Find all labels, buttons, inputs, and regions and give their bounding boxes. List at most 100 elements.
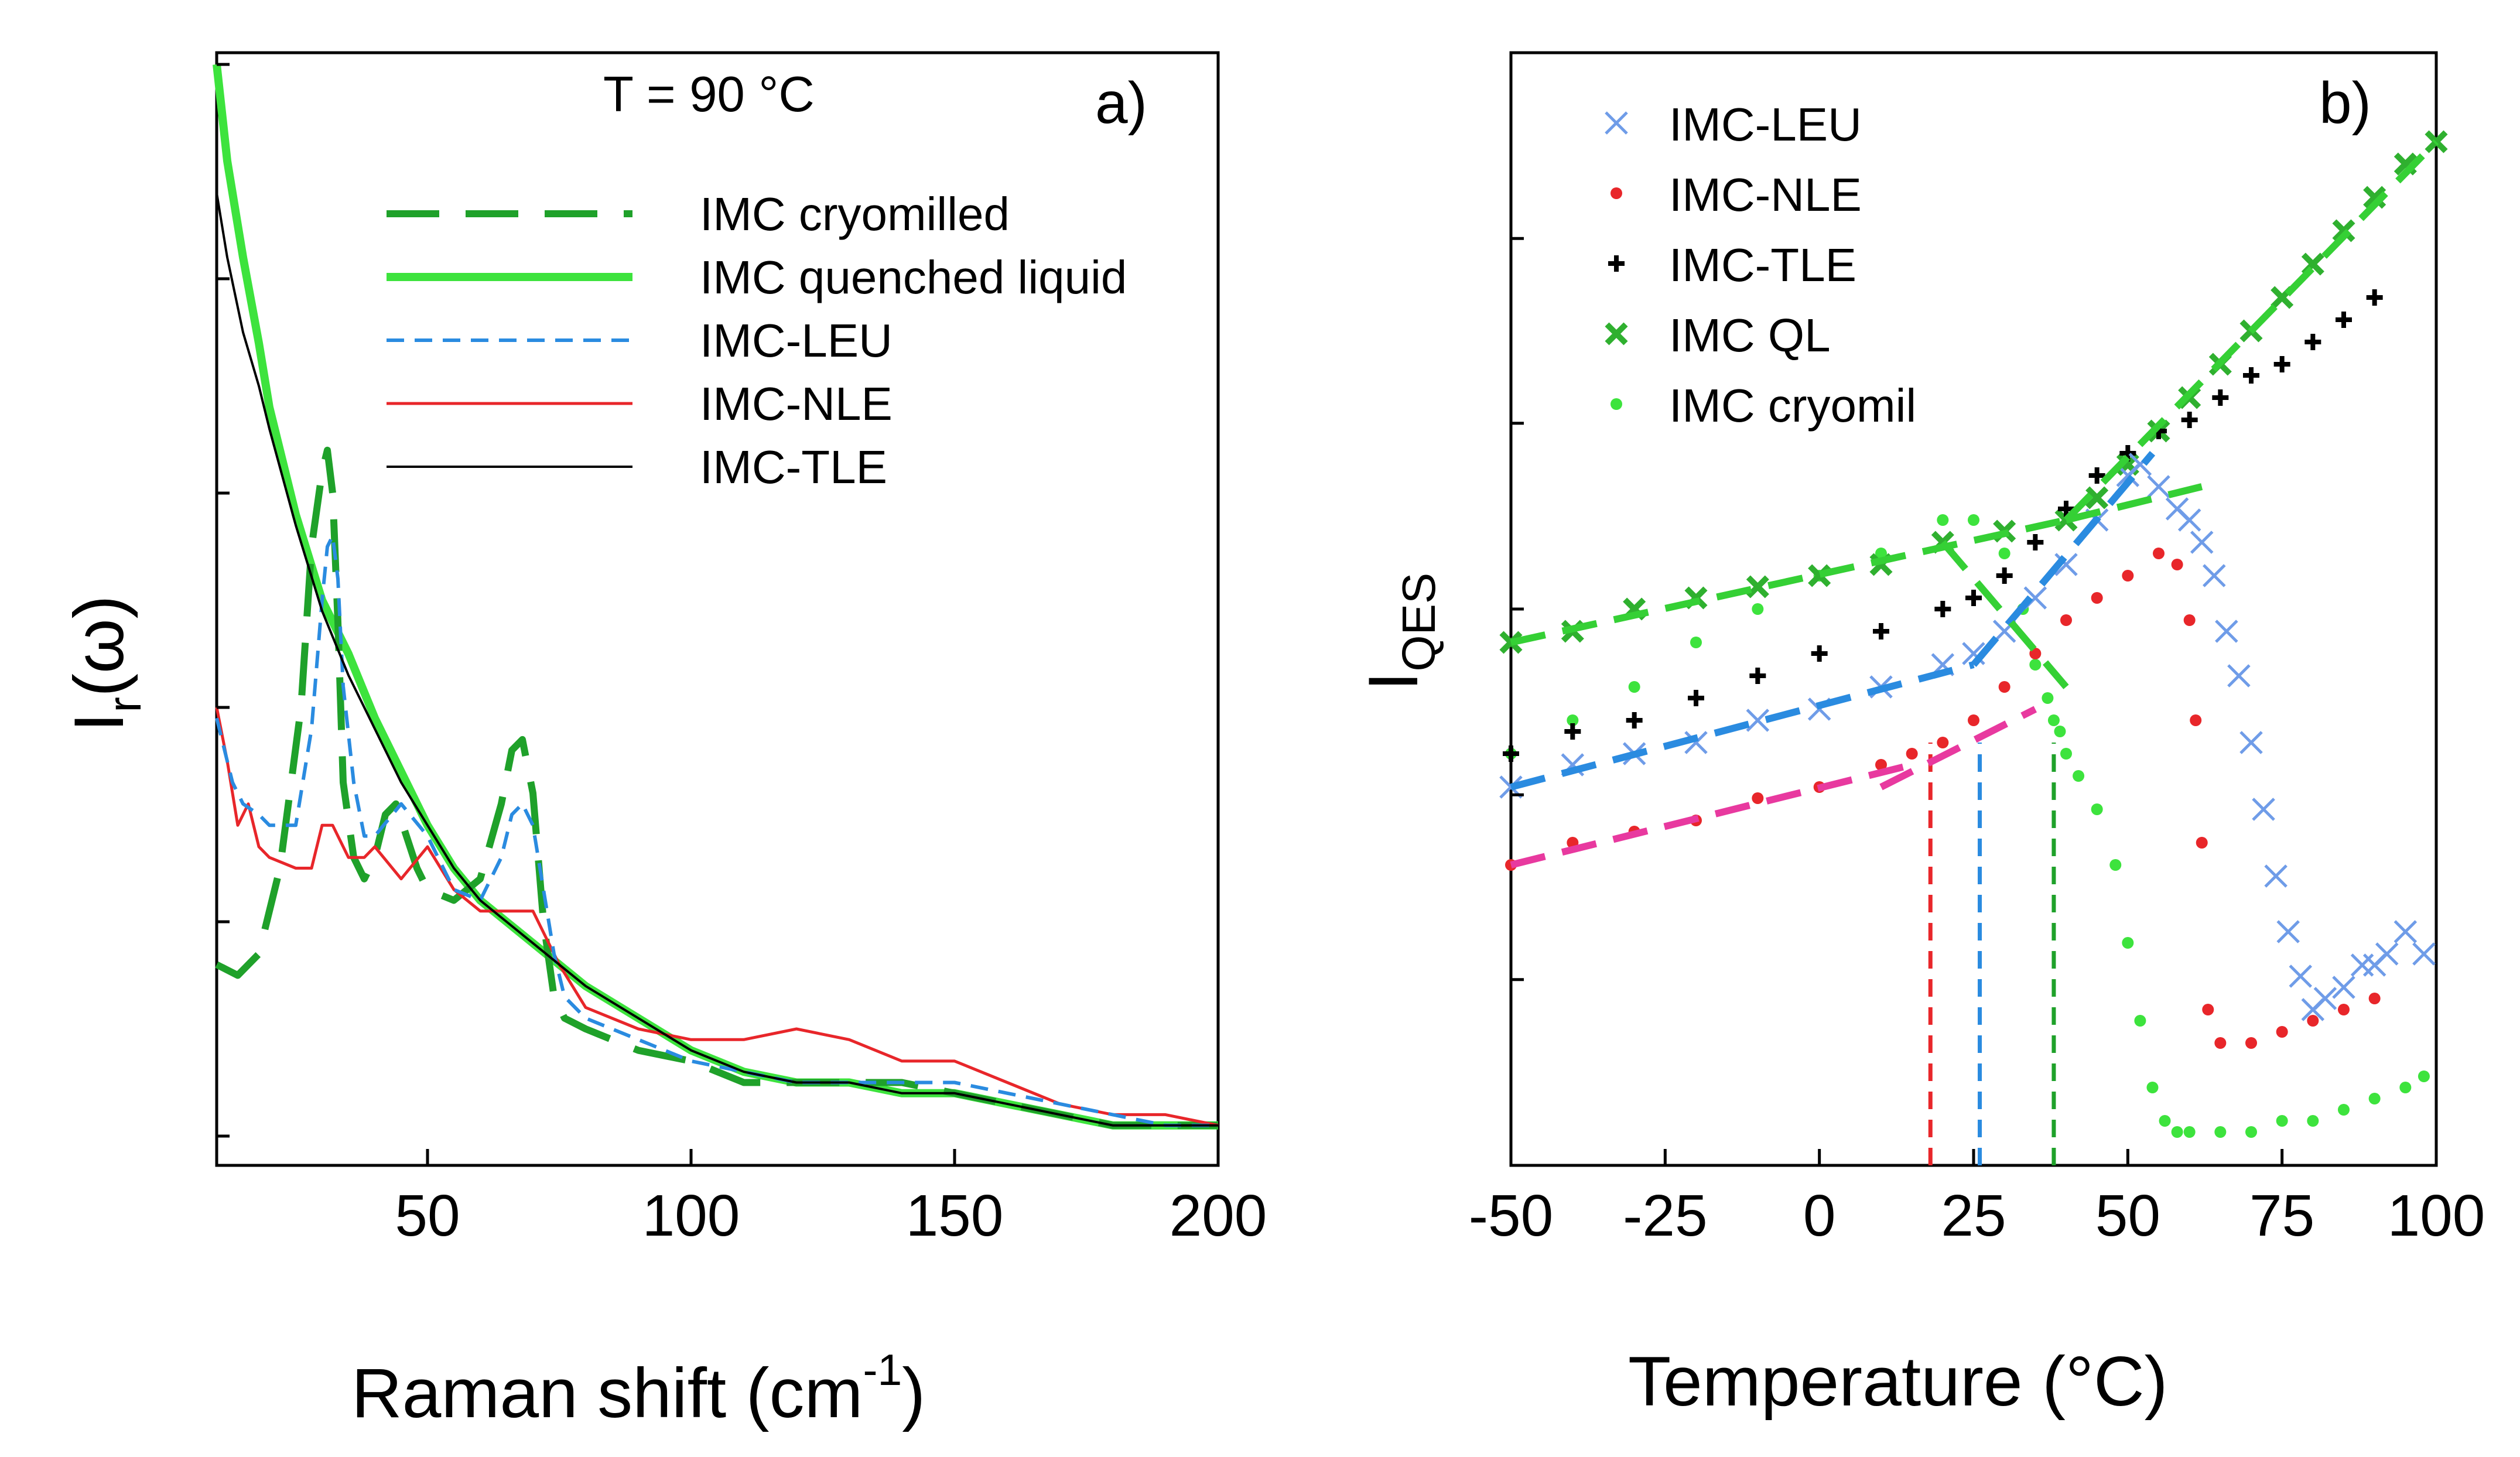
panel-b-point-imc-cryomil [2122,937,2134,949]
panel-b-point-imc-cryomil [2159,1115,2171,1127]
panel-a-frame [215,51,1220,1167]
panel-b-fit-imc-nle-fit [1510,761,1913,868]
panel-a-series-imc-leu [215,534,1218,1127]
panel-a-series-group [213,64,1219,1130]
panel-a-series-imc-cryomilled [215,446,1218,1129]
panel-b-point-imc-leu [2332,976,2355,999]
panel-b-fit-imc-cryomil-fit [1940,540,2069,689]
panel-b-point-imc-tle [2243,367,2259,384]
panel-b-xtick-label: 50 [2095,1183,2160,1249]
panel-b-fit-imc-leu-fit [1510,661,1975,791]
panel-b-point-imc-cryomil [2047,714,2060,726]
panel-b-point-imc-cryomil [1690,637,1702,648]
panel-b-point-imc-nle [2122,570,2134,582]
panel-a-legend-label-imc-tle: IMC-TLE [700,441,887,493]
panel-b-point-imc-cryomil [2029,659,2042,671]
panel-b-point-imc-leu [2215,620,2238,643]
panel-b-point-imc-leu [2276,920,2300,943]
panel-b-point-imc-cryomil [2183,1126,2196,1138]
panel-b-legend-marker-imc-tle [1608,255,1625,272]
panel-a-label: a) [1095,70,1147,136]
panel-b-point-imc-ql [2332,219,2355,242]
panel-b-point-imc-tle [1688,690,1704,706]
panel-b-xtick-label: -50 [1469,1183,1554,1249]
panel-b-point-imc-tle [2181,412,2198,428]
panel-b-point-imc-nle [1968,714,1979,726]
panel-b-frame [1509,51,2438,1167]
panel-a-series-imc-tle [216,193,1218,1127]
panel-b-point-imc-nle [2060,614,2072,626]
panel-b-point-imc-cryomil [2134,1015,2146,1027]
panel-b-point-imc-leu [1746,709,1770,732]
panel-b-point-imc-tle [2304,334,2321,350]
panel-b-point-imc-ql [2363,186,2386,209]
panel-b-point-imc-tle [2027,534,2044,550]
panel-b-legend: IMC-LEU IMC-NLE IMC-TLE IMC QL IMC cryomil [1605,98,1916,432]
panel-b-point-imc-tle [1934,601,1951,617]
panel-b-series-group [1499,130,2448,1138]
panel-b-point-imc-nle [2245,1037,2257,1049]
panel-b-point-imc-leu [2203,564,2226,587]
panel-b-point-imc-leu [1684,731,1708,754]
panel-b-point-imc-tle [1996,567,2013,584]
panel-b-legend-label-imc-nle: IMC-NLE [1669,169,1862,221]
panel-b-point-imc-tle [1749,668,1766,684]
panel-b-point-imc-cryomil [2245,1126,2257,1138]
panel-b-point-imc-cryomil [2042,692,2054,704]
panel-b-point-imc-nle [1875,759,1887,771]
panel-b-point-imc-leu [2289,965,2313,988]
panel-b-point-imc-ql [2085,486,2109,509]
panel-b-point-imc-cryomil [2307,1115,2319,1127]
panel-b-point-imc-nle [2338,1004,2350,1015]
panel-b-point-imc-tle [1503,745,1519,762]
panel-b-point-imc-cryomil [1752,603,1764,615]
panel-b-point-imc-cryomil [2418,1070,2430,1082]
panel-b-point-imc-cryomil [2146,1082,2159,1093]
panel-a-xtick-label: 100 [642,1183,740,1249]
panel-a-x-ticks: 50 100 150 200 [395,1149,1267,1249]
panel-b-point-imc-tle [1873,623,1889,639]
panel-b-point-imc-nle [1906,748,1918,760]
panel-b-fit-imc-ql-fit [1510,517,2067,646]
panel-b-point-imc-nle [2153,548,2165,559]
panel-b-point-imc-cryomil [2399,1082,2412,1093]
panel-b-point-imc-leu [2227,664,2251,688]
panel-b-fit-imc-ql-fit-high [2063,139,2439,523]
panel-a-legend-label-imc-quenched-liquid: IMC quenched liquid [700,251,1127,303]
panel-b-point-imc-nle [2190,714,2202,726]
panel-b-point-imc-leu [2375,942,2399,966]
panel-a-legend-label-imc-nle: IMC-NLE [700,378,893,430]
panel-b-xtick-label: 0 [1803,1183,1836,1249]
panel-b-legend-marker-imc-ql [1605,322,1628,346]
panel-b-point-imc-cryomil [1998,548,2010,559]
panel-b-point-imc-cryomil [2054,726,2066,737]
panel-b-point-imc-tle [2212,389,2229,406]
panel-a-legend-label-imc-leu: IMC-LEU [700,314,893,367]
panel-b-point-imc-leu [2252,798,2275,821]
panel-b-legend-marker-imc-leu [1605,111,1628,135]
panel-b-point-imc-nle [2202,1004,2214,1015]
panel-b-point-imc-tle [2088,467,2105,484]
panel-b-point-imc-nle [2183,614,2196,626]
panel-b-chart: -50 -25 0 25 50 75 100 b) IMC-LEU IMC-NLE IMC-TL… [1354,51,2485,1421]
panel-b-point-imc-nle [2091,592,2103,604]
panel-b-point-imc-tle [1811,645,1828,662]
panel-b-transition-lines [1928,743,2056,1165]
panel-b-point-imc-cryomil [2073,770,2085,782]
panel-b-point-imc-cryomil [2214,1126,2227,1138]
panel-b-point-imc-cryomil [1875,548,1887,559]
panel-b-point-imc-nle [2214,1037,2227,1049]
panel-b-point-imc-tle [1564,723,1581,740]
panel-b-point-imc-nle [2368,993,2381,1004]
panel-b-point-imc-tle [2366,289,2383,306]
panel-b-y-axis-title: IQES [1354,573,1445,691]
panel-b-point-imc-tle [1626,712,1643,728]
panel-b-point-imc-nle [1998,681,2010,693]
panel-b-point-imc-leu [2313,987,2337,1010]
panel-b-point-imc-ql [1746,575,1769,598]
panel-b-fit-imc-nle-fit-high [1879,706,2037,791]
panel-b-point-imc-cryomil [1567,714,1579,726]
panel-b-point-imc-tle [1965,590,1982,606]
panel-a-xtick-label: 50 [395,1183,460,1249]
